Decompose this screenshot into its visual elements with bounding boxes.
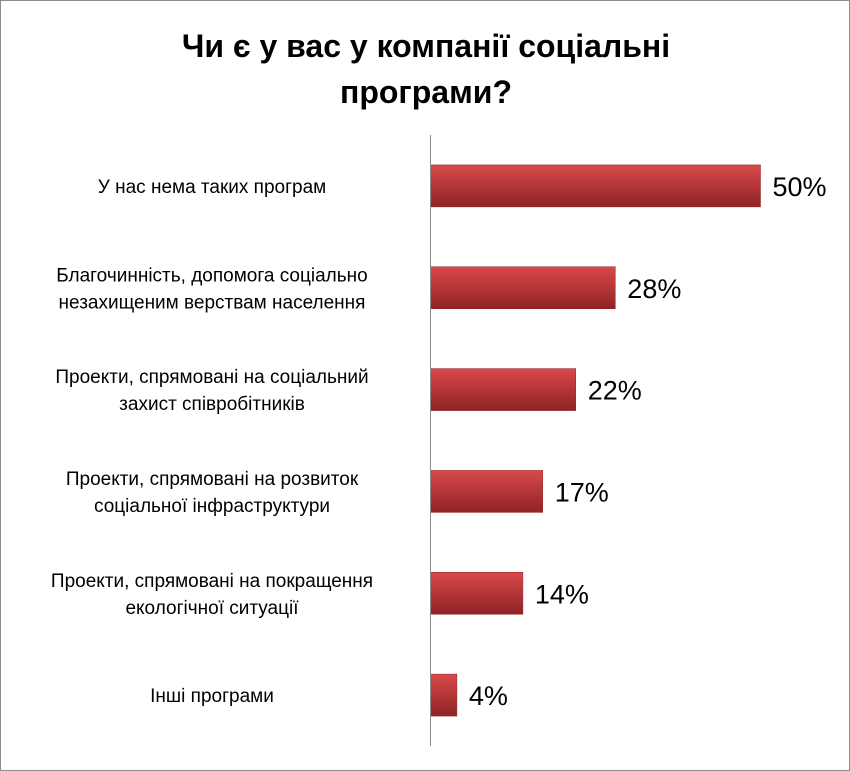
value-labels-layer: 50% 28% 22% 17% 14% 4% [469,172,827,711]
category-label-4-line-0: Проекти, спрямовані на покращення [51,571,373,592]
category-label-5: Інші програми [150,686,274,707]
value-label-1: 28% [627,274,681,304]
value-label-0: 50% [773,172,827,202]
category-label-0-line-0: У нас нема таких програм [98,177,326,198]
category-label-3-line-1: соціальної інфраструктури [94,496,330,517]
bar-3 [430,470,543,513]
chart-title: Чи є у вас у компанії соціальні програми… [181,28,671,110]
category-label-2: Проекти, спрямовані на соціальний захист … [55,367,368,415]
bar-1 [430,266,616,309]
value-label-5: 4% [469,681,508,711]
bar-0 [430,164,761,208]
category-labels-layer: У нас нема таких програм Благочинність, д… [51,177,373,707]
category-label-3: Проекти, спрямовані на розвиток соціально… [66,469,359,517]
category-label-2-line-0: Проекти, спрямовані на соціальний [55,367,368,388]
category-label-5-line-0: Інші програми [150,686,274,707]
value-label-4: 14% [535,579,589,609]
category-label-1-line-1: незахищеним верствам населення [59,292,366,313]
bar-5 [430,673,458,717]
category-label-2-line-1: захист співробітників [119,394,305,415]
category-label-1: Благочинність, допомога соціально незахищ… [56,265,367,313]
bars-layer [430,164,761,717]
category-label-1-line-0: Благочинність, допомога соціально [56,265,367,286]
category-label-0: У нас нема таких програм [98,177,326,198]
category-label-4: Проекти, спрямовані на покращення екологі… [51,571,373,619]
bar-2 [430,368,576,411]
value-label-2: 22% [588,376,642,406]
bar-4 [430,572,524,615]
category-label-3-line-0: Проекти, спрямовані на розвиток [66,469,359,490]
value-label-3: 17% [555,477,609,507]
category-label-4-line-1: екологічної ситуації [125,598,299,619]
